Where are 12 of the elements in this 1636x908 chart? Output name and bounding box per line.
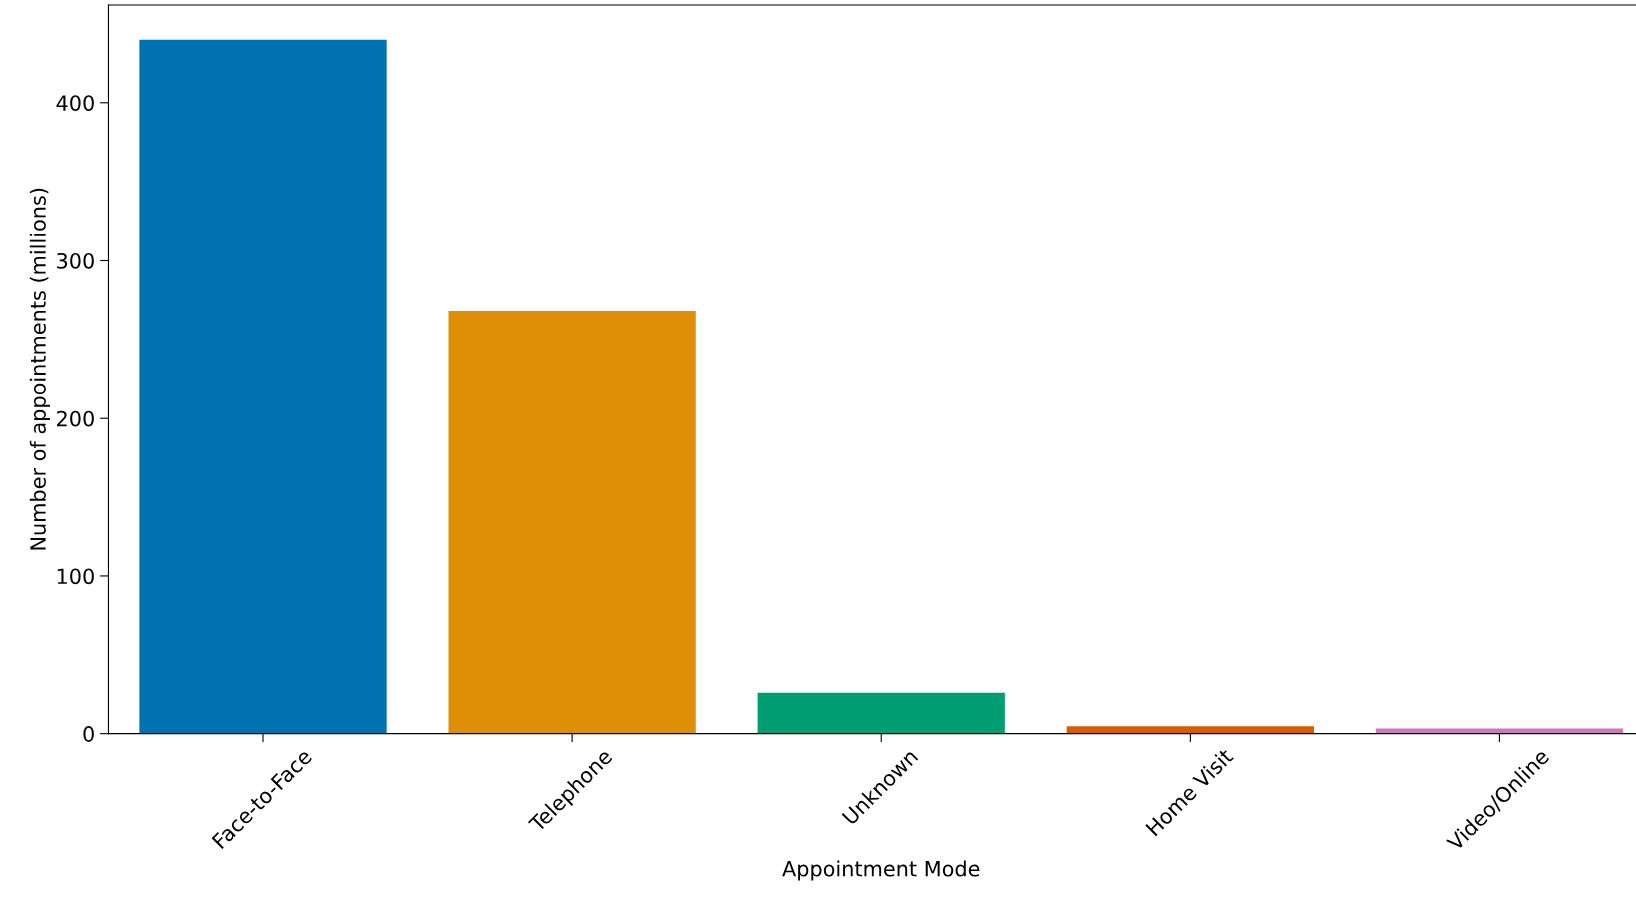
y-tick-label: 400 — [56, 95, 94, 111]
bar — [757, 692, 1005, 734]
y-tick-label: 300 — [57, 252, 94, 269]
bar — [139, 39, 387, 734]
y-tick-label: 0 — [83, 726, 94, 742]
y-axis-title: Number of appointments (millions) — [29, 188, 50, 550]
y-tick-label: 100 — [57, 568, 94, 585]
x-axis-title: Appointment Mode — [782, 860, 980, 881]
bar — [1375, 728, 1624, 734]
bar — [448, 310, 696, 734]
y-tick-label: 200 — [57, 410, 94, 427]
bar — [1066, 726, 1314, 734]
